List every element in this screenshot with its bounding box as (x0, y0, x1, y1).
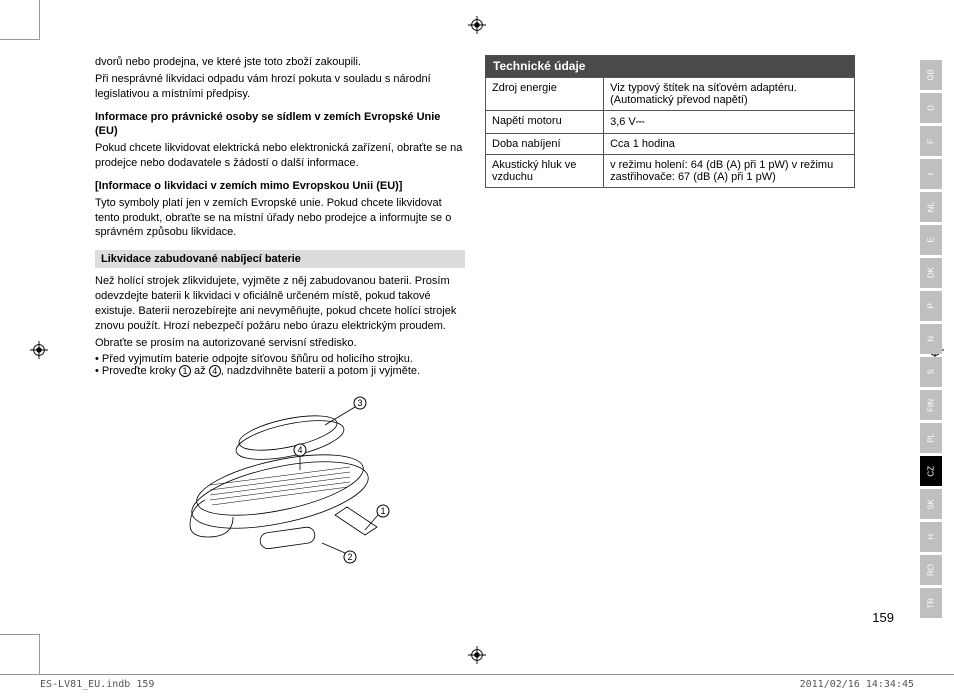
paragraph: Než holící strojek zlikvidujete, vyjměte… (95, 274, 465, 333)
svg-text:4: 4 (297, 445, 302, 455)
spec-val: Viz typový štítek na síťovém adaptéru. (… (604, 78, 855, 111)
crop-mark-top-left (0, 0, 40, 40)
registration-mark-bottom (468, 646, 486, 664)
heading-eu-legal: Informace pro právnické osoby se sídlem … (95, 110, 465, 140)
lang-tab-fin[interactable]: FIN (920, 390, 942, 420)
spec-val: v režimu holení: 64 (dB (A) při 1 pW) v … (604, 155, 855, 188)
lang-tab-i[interactable]: I (920, 159, 942, 189)
table-row: Akustický hluk ve vzduchuv režimu holení… (486, 155, 855, 188)
lang-tab-ro[interactable]: RO (920, 555, 942, 585)
footer-timestamp: 2011/02/16 14:34:45 (800, 679, 914, 690)
svg-text:3: 3 (357, 398, 362, 408)
page-number: 159 (872, 610, 894, 625)
spec-key: Napětí motoru (486, 111, 604, 134)
paragraph: Tyto symboly platí jen v zemích Evropské… (95, 196, 465, 241)
dc-symbol-icon: ⎓ (636, 115, 644, 128)
battery-removal-diagram: 3 4 1 2 (150, 385, 410, 565)
registration-mark-top (468, 16, 486, 34)
spec-key: Doba nabíjení (486, 134, 604, 155)
lang-tab-p[interactable]: P (920, 291, 942, 321)
left-column: dvorů nebo prodejna, ve které jste toto … (95, 55, 465, 615)
step-1-icon: 1 (179, 365, 191, 377)
bullet-list: Před vyjmutím baterie odpojte síťovou šň… (95, 353, 465, 377)
registration-mark-left (30, 341, 48, 359)
spec-key: Zdroj energie (486, 78, 604, 111)
section-tech-spec: Technické údaje (485, 55, 855, 77)
lang-tab-pl[interactable]: PL (920, 423, 942, 453)
svg-text:2: 2 (347, 552, 352, 562)
crop-mark-bottom-left (0, 634, 40, 674)
spec-key: Akustický hluk ve vzduchu (486, 155, 604, 188)
paragraph: dvorů nebo prodejna, ve které jste toto … (95, 55, 465, 70)
lang-tab-e[interactable]: E (920, 225, 942, 255)
lang-tab-d[interactable]: D (920, 93, 942, 123)
lang-tab-tr[interactable]: TR (920, 588, 942, 618)
svg-text:1: 1 (380, 506, 385, 516)
lang-tab-n[interactable]: N (920, 324, 942, 354)
heading-non-eu: [Informace o likvidaci v zemích mimo Evr… (95, 179, 465, 194)
language-tabs: GBDFINLEDKPNS FIN PLCZSKHROTR (920, 60, 942, 618)
lang-tab-dk[interactable]: DK (920, 258, 942, 288)
lang-tab-f[interactable]: F (920, 126, 942, 156)
footer-filename: ES-LV81_EU.indb 159 (40, 679, 154, 690)
section-battery-disposal: Likvidace zabudované nabíjecí baterie (95, 250, 465, 268)
table-row: Doba nabíjeníCca 1 hodina (486, 134, 855, 155)
table-row: Zdroj energieViz typový štítek na síťové… (486, 78, 855, 111)
lang-tab-cz[interactable]: CZ (920, 456, 942, 486)
lang-tab-s[interactable]: S (920, 357, 942, 387)
bullet-item: Proveďte kroky 1 až 4, nadzdvihněte bate… (95, 365, 465, 377)
lang-tab-gb[interactable]: GB (920, 60, 942, 90)
right-column: Technické údaje Zdroj energieViz typový … (485, 55, 855, 615)
lang-tab-sk[interactable]: SK (920, 489, 942, 519)
print-footer: ES-LV81_EU.indb 159 2011/02/16 14:34:45 (0, 674, 954, 694)
bullet-item: Před vyjmutím baterie odpojte síťovou šň… (95, 353, 465, 365)
page-content: dvorů nebo prodejna, ve které jste toto … (95, 55, 855, 615)
lang-tab-h[interactable]: H (920, 522, 942, 552)
step-4-icon: 4 (209, 365, 221, 377)
spec-val: Cca 1 hodina (604, 134, 855, 155)
spec-table: Zdroj energieViz typový štítek na síťové… (485, 77, 855, 188)
table-row: Napětí motoru3,6 V⎓ (486, 111, 855, 134)
paragraph: Pokud chcete likvidovat elektrická nebo … (95, 141, 465, 171)
spec-val: 3,6 V⎓ (604, 111, 855, 134)
lang-tab-nl[interactable]: NL (920, 192, 942, 222)
paragraph: Obraťte se prosím na autorizované servis… (95, 336, 465, 351)
paragraph: Při nesprávné likvidaci odpadu vám hrozí… (95, 72, 465, 102)
